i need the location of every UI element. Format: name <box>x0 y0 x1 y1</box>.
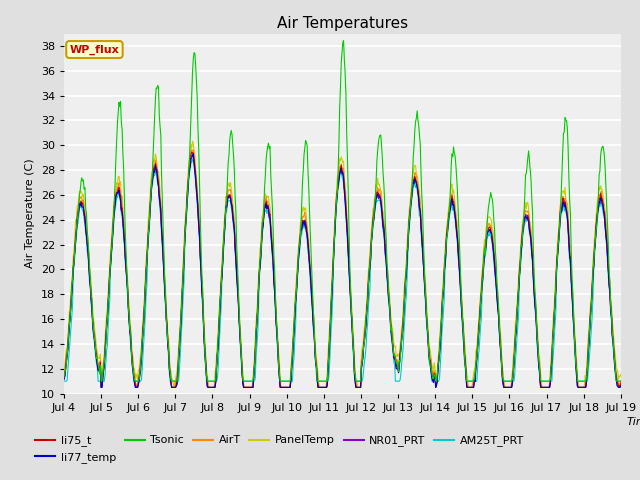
Title: Air Temperatures: Air Temperatures <box>277 16 408 31</box>
li77_temp <box>412 178 419 184</box>
NR01_PRT <box>617 383 625 389</box>
AM25T_PRT <box>70 263 78 269</box>
li77_temp <box>70 256 78 262</box>
AirT <box>215 321 223 327</box>
NR01_PRT <box>215 327 223 333</box>
Line: AirT: AirT <box>64 150 621 387</box>
NR01_PRT <box>189 150 197 156</box>
Line: li75_t: li75_t <box>64 152 621 387</box>
li75_t <box>97 384 105 390</box>
AM25T_PRT <box>428 370 435 376</box>
AirT <box>70 253 78 259</box>
Line: Tsonic: Tsonic <box>64 41 621 381</box>
li75_t <box>428 372 436 377</box>
li75_t <box>70 259 78 265</box>
NR01_PRT <box>185 173 193 179</box>
Tsonic <box>214 335 222 341</box>
PanelTemp <box>127 337 135 343</box>
Tsonic <box>412 119 419 124</box>
AM25T_PRT <box>184 193 192 199</box>
li77_temp <box>215 326 223 332</box>
Line: NR01_PRT: NR01_PRT <box>64 153 621 387</box>
Tsonic <box>428 370 436 375</box>
Tsonic <box>70 259 78 265</box>
li75_t <box>188 149 196 155</box>
Tsonic <box>340 38 348 44</box>
NR01_PRT <box>97 384 105 390</box>
PanelTemp <box>170 384 178 390</box>
AirT <box>168 384 175 390</box>
Tsonic <box>128 360 136 366</box>
Text: Time: Time <box>627 417 640 427</box>
li75_t <box>412 177 419 182</box>
Line: li77_temp: li77_temp <box>64 154 621 387</box>
PanelTemp <box>60 369 68 374</box>
Y-axis label: Air Temperature (C): Air Temperature (C) <box>25 159 35 268</box>
AirT <box>127 344 135 350</box>
li75_t <box>60 374 68 380</box>
AM25T_PRT <box>189 156 196 162</box>
NR01_PRT <box>128 357 136 363</box>
Tsonic <box>185 172 193 178</box>
PanelTemp <box>428 362 436 368</box>
PanelTemp <box>215 312 223 317</box>
NR01_PRT <box>428 373 436 379</box>
Text: WP_flux: WP_flux <box>70 44 119 55</box>
PanelTemp <box>189 138 196 144</box>
li77_temp <box>428 375 436 381</box>
NR01_PRT <box>60 377 68 383</box>
AM25T_PRT <box>127 353 135 359</box>
li75_t <box>128 356 136 362</box>
NR01_PRT <box>412 178 419 184</box>
PanelTemp <box>70 247 78 252</box>
AM25T_PRT <box>617 378 625 384</box>
li77_temp <box>185 173 193 179</box>
Line: PanelTemp: PanelTemp <box>64 141 621 387</box>
Tsonic <box>60 374 68 380</box>
PanelTemp <box>185 162 193 168</box>
AM25T_PRT <box>411 180 419 185</box>
AirT <box>185 168 193 173</box>
li75_t <box>617 380 625 386</box>
li77_temp <box>128 360 136 366</box>
AirT <box>617 378 625 384</box>
Tsonic <box>617 378 625 384</box>
AirT <box>188 147 196 153</box>
li77_temp <box>617 383 625 389</box>
AirT <box>428 367 436 373</box>
li77_temp <box>97 384 105 390</box>
li77_temp <box>189 151 197 156</box>
Line: AM25T_PRT: AM25T_PRT <box>64 159 621 381</box>
Legend: li75_t, li77_temp, Tsonic, AirT, PanelTemp, NR01_PRT, AM25T_PRT: li75_t, li77_temp, Tsonic, AirT, PanelTe… <box>31 431 529 467</box>
AirT <box>412 171 419 177</box>
AM25T_PRT <box>214 366 222 372</box>
li75_t <box>215 323 223 328</box>
AirT <box>60 372 68 378</box>
NR01_PRT <box>70 258 78 264</box>
li75_t <box>185 173 193 179</box>
li77_temp <box>60 376 68 382</box>
PanelTemp <box>617 372 625 377</box>
AM25T_PRT <box>60 378 68 384</box>
Tsonic <box>98 378 106 384</box>
PanelTemp <box>412 163 419 169</box>
